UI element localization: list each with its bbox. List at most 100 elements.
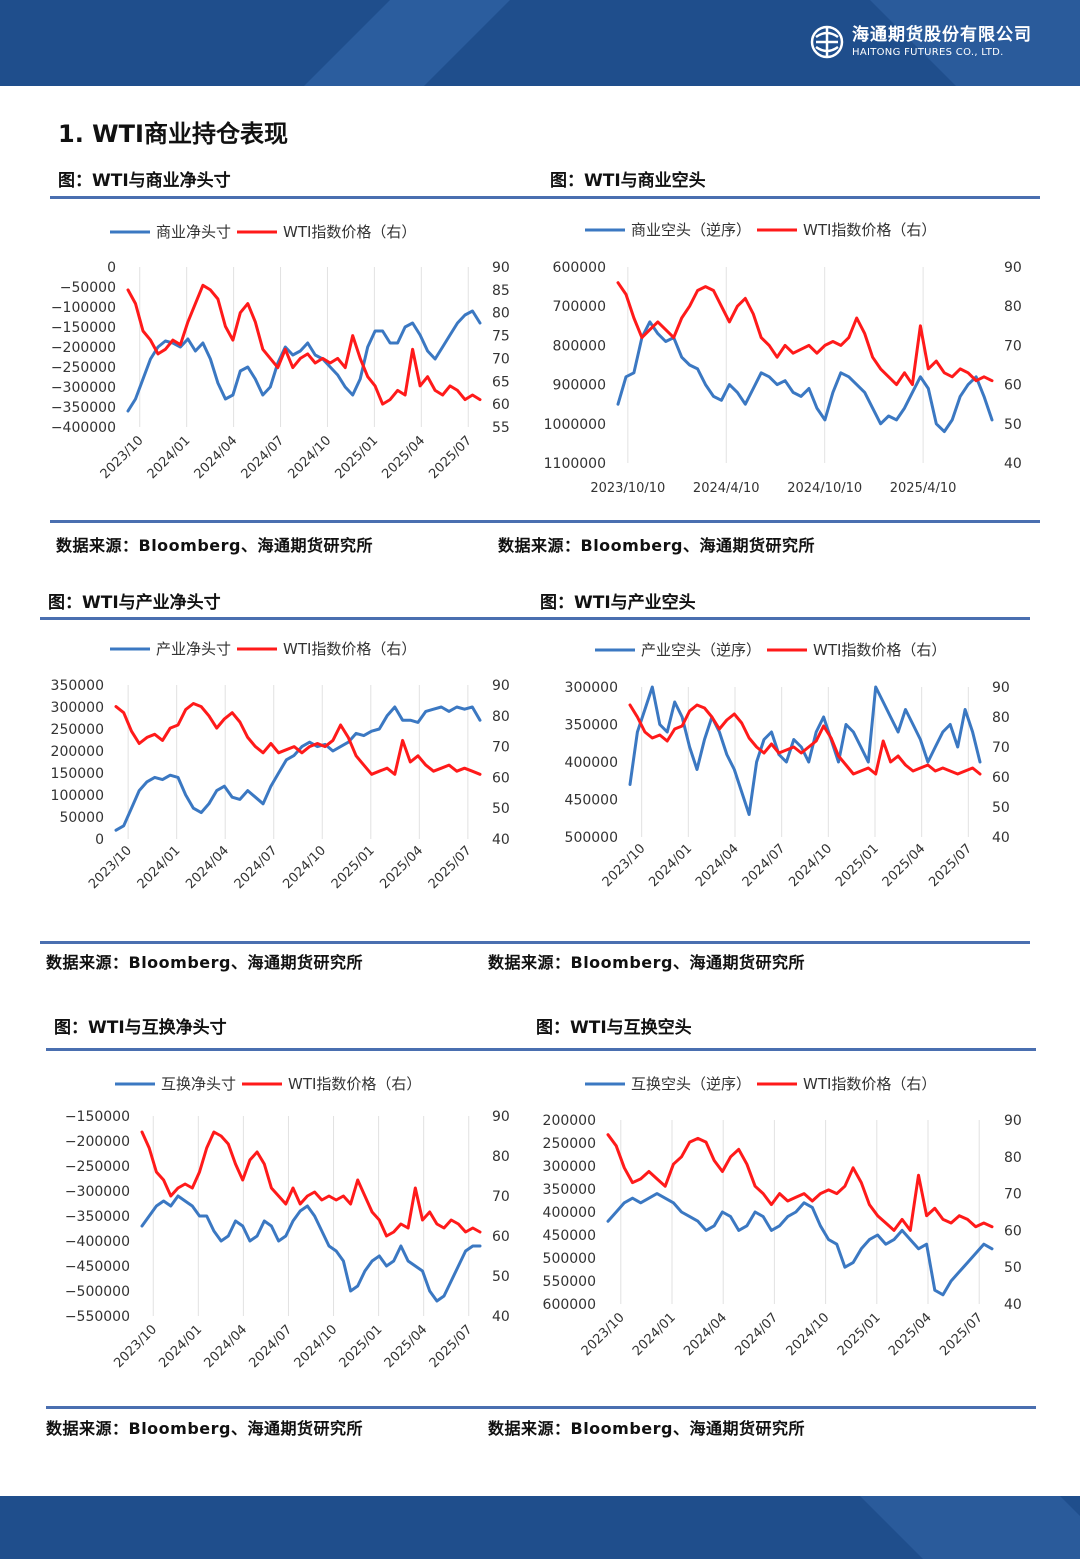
x-tick-label: 2025/01	[835, 1310, 884, 1359]
divider	[50, 520, 1040, 523]
x-tick-label: 2025/04	[379, 433, 428, 482]
x-tick-label: 2024/10	[784, 1310, 833, 1359]
x-tick-label: 2024/07	[232, 843, 281, 892]
data-source: 数据来源：Bloomberg、海通期货研究所	[46, 1419, 363, 1438]
data-source: 数据来源：Bloomberg、海通期货研究所	[46, 953, 363, 972]
x-tick-label: 2024/04	[183, 843, 232, 892]
series-line-wti	[616, 281, 994, 387]
divider	[40, 941, 1030, 944]
legend-label: WTI指数价格（右）	[283, 223, 416, 241]
x-tick-label: 2024/07	[246, 1322, 295, 1371]
x-tick-label: 2024/01	[630, 1310, 679, 1359]
y-left-tick-label: −50000	[60, 280, 116, 296]
y-left-tick-label: 200000	[543, 1113, 596, 1129]
y-left-tick-label: 200000	[51, 744, 104, 760]
x-tick-label: 2023/10/10	[590, 481, 665, 496]
y-right-tick-label: 90	[1004, 1113, 1022, 1129]
x-tick-label: 2024/01	[145, 433, 194, 482]
x-tick-label: 2025/07	[426, 843, 475, 892]
y-right-tick-label: 60	[492, 397, 510, 413]
y-left-tick-label: 600000	[553, 260, 606, 276]
x-tick-label: 2025/01	[332, 433, 381, 482]
y-left-tick-label: 800000	[553, 338, 606, 354]
y-left-tick-label: 350000	[51, 678, 104, 694]
y-left-tick-label: 150000	[51, 766, 104, 782]
x-tick-label: 2024/07	[239, 433, 288, 482]
legend-label: WTI指数价格（右）	[813, 641, 946, 659]
y-right-tick-label: 70	[492, 1189, 510, 1205]
y-left-tick-label: 0	[107, 260, 116, 276]
y-right-tick-label: 40	[492, 1309, 510, 1325]
y-right-tick-label: 55	[492, 420, 510, 436]
x-tick-label: 2024/10/10	[787, 481, 862, 496]
y-left-tick-label: −200000	[65, 1134, 130, 1150]
x-tick-label: 2024/04	[201, 1322, 250, 1371]
x-tick-label: 2024/07	[732, 1310, 781, 1359]
y-right-tick-label: 80	[1004, 299, 1022, 315]
y-left-tick-label: 500000	[565, 830, 618, 846]
series-line-wti	[126, 283, 482, 406]
x-tick-label: 2024/04	[693, 841, 742, 890]
series-line-position	[628, 685, 982, 816]
y-left-tick-label: 350000	[543, 1182, 596, 1198]
y-right-tick-label: 80	[492, 709, 510, 725]
y-right-tick-label: 60	[492, 1229, 510, 1245]
y-left-tick-label: −550000	[65, 1309, 130, 1325]
y-right-tick-label: 80	[992, 710, 1010, 726]
series-line-position	[126, 309, 482, 413]
page-header: 海通期货股份有限公司 HAITONG FUTURES CO., LTD.	[0, 0, 1080, 86]
series-line-position	[606, 1192, 994, 1297]
y-left-tick-label: −150000	[51, 320, 116, 336]
x-tick-label: 2024/10	[292, 1322, 341, 1371]
y-left-tick-label: 0	[95, 832, 104, 848]
y-left-tick-label: 300000	[543, 1159, 596, 1175]
y-left-tick-label: 700000	[553, 299, 606, 315]
y-left-tick-label: 250000	[51, 722, 104, 738]
x-tick-label: 2025/04	[880, 841, 929, 890]
logo-mark-icon	[810, 25, 844, 59]
y-right-tick-label: 80	[492, 1149, 510, 1165]
legend-label: 产业净头寸	[156, 640, 231, 658]
y-left-tick-label: −500000	[65, 1284, 130, 1300]
y-right-tick-label: 60	[492, 770, 510, 786]
company-name-cn: 海通期货股份有限公司	[852, 24, 1032, 45]
y-left-tick-label: 250000	[543, 1136, 596, 1152]
y-left-tick-label: −300000	[65, 1184, 130, 1200]
x-tick-label: 2023/10	[600, 841, 649, 890]
y-left-tick-label: −300000	[51, 380, 116, 396]
company-name-en: HAITONG FUTURES CO., LTD.	[852, 46, 1004, 58]
chart-commercial-short: 600000 700000 800000 900000 1000000 1100000 90…	[544, 221, 1022, 496]
y-left-tick-label: 1100000	[544, 456, 606, 472]
y-left-tick-label: −350000	[65, 1209, 130, 1225]
x-tick-label: 2025/04	[377, 843, 426, 892]
y-left-tick-label: 50000	[59, 810, 104, 826]
x-tick-label: 2025/4/10	[890, 481, 957, 496]
x-tick-label: 2025/01	[337, 1322, 386, 1371]
divider	[46, 1406, 1036, 1409]
y-right-tick-label: 90	[492, 678, 510, 694]
series-line-position	[114, 705, 482, 832]
y-right-tick-label: 70	[992, 740, 1010, 756]
y-right-tick-label: 50	[1004, 1260, 1022, 1276]
series-line-wti	[114, 702, 482, 776]
y-left-tick-label: −250000	[65, 1159, 130, 1175]
figure-title: 图：WTI与互换空头	[536, 1018, 692, 1038]
legend-label: 互换空头（逆序）	[631, 1075, 751, 1093]
y-left-tick-label: −100000	[51, 300, 116, 316]
y-right-tick-label: 60	[1004, 1223, 1022, 1239]
y-left-tick-label: 550000	[543, 1274, 596, 1290]
y-right-tick-label: 50	[492, 801, 510, 817]
y-right-tick-label: 90	[492, 260, 510, 276]
y-right-tick-label: 50	[992, 800, 1010, 816]
legend-label: 互换净头寸	[161, 1075, 236, 1093]
chart-swap-net: −150000 −200000 −250000 −300000 −350000 −4000…	[65, 1075, 510, 1371]
legend-label: WTI指数价格（右）	[803, 221, 936, 239]
legend-label: 商业净头寸	[156, 223, 231, 241]
page-footer	[0, 1496, 1080, 1559]
y-right-tick-label: 40	[992, 830, 1010, 846]
x-tick-label: 2025/07	[426, 433, 475, 482]
y-left-tick-label: −350000	[51, 400, 116, 416]
y-right-tick-label: 70	[1004, 338, 1022, 354]
figure-title: 图：WTI与产业空头	[540, 593, 696, 613]
x-tick-label: 2024/01	[156, 1322, 205, 1371]
